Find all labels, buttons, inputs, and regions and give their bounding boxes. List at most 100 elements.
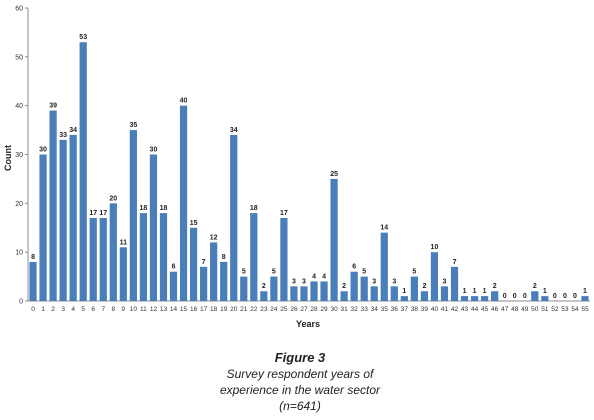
bar bbox=[541, 296, 549, 301]
data-label: 12 bbox=[210, 234, 218, 241]
bar bbox=[129, 130, 137, 301]
x-tick-label: 28 bbox=[310, 306, 318, 313]
bar bbox=[29, 261, 37, 301]
data-label: 34 bbox=[230, 127, 238, 134]
data-label: 1 bbox=[483, 288, 487, 295]
bar bbox=[280, 217, 288, 301]
bar bbox=[370, 286, 378, 301]
y-axis-title: Count bbox=[3, 145, 13, 171]
data-label: 2 bbox=[262, 283, 266, 290]
data-label: 5 bbox=[242, 269, 246, 276]
data-label: 3 bbox=[292, 278, 296, 285]
x-tick-label: 9 bbox=[122, 306, 126, 313]
bar bbox=[49, 110, 57, 301]
x-tick-label: 31 bbox=[341, 306, 349, 313]
data-label: 30 bbox=[39, 147, 47, 154]
data-label: 1 bbox=[402, 288, 406, 295]
x-tick-label: 6 bbox=[91, 306, 95, 313]
x-tick-label: 25 bbox=[280, 306, 288, 313]
bar bbox=[531, 291, 539, 301]
bar bbox=[470, 296, 479, 301]
data-label: 0 bbox=[503, 293, 507, 300]
x-tick-label: 8 bbox=[111, 306, 115, 313]
data-label: 3 bbox=[443, 278, 447, 285]
x-tick-label: 24 bbox=[270, 306, 278, 313]
bar bbox=[240, 276, 248, 301]
bar bbox=[79, 42, 87, 301]
data-label: 1 bbox=[463, 288, 467, 295]
bar bbox=[310, 281, 318, 301]
caption-line-1: Survey respondent years of bbox=[226, 367, 374, 381]
bar bbox=[340, 291, 348, 301]
data-label: 2 bbox=[493, 283, 497, 290]
bar bbox=[330, 178, 338, 301]
bar bbox=[210, 242, 218, 301]
bar bbox=[491, 291, 499, 301]
x-tick-label: 45 bbox=[481, 306, 489, 313]
data-label: 7 bbox=[453, 259, 457, 266]
bar bbox=[109, 203, 117, 301]
x-tick-label: 50 bbox=[531, 306, 539, 313]
x-tick-label: 26 bbox=[290, 306, 298, 313]
data-label: 0 bbox=[513, 293, 517, 300]
bar bbox=[139, 213, 148, 301]
bar bbox=[380, 232, 388, 301]
data-label: 0 bbox=[553, 293, 557, 300]
figure-label: Figure 3 bbox=[274, 350, 326, 365]
caption-line-3: (n=641) bbox=[279, 399, 321, 413]
x-tick-label: 7 bbox=[101, 306, 105, 313]
data-label: 11 bbox=[120, 239, 128, 246]
data-label: 7 bbox=[202, 259, 206, 266]
data-label: 25 bbox=[330, 171, 338, 178]
bar bbox=[89, 217, 97, 301]
x-tick-label: 39 bbox=[421, 306, 429, 313]
bar bbox=[360, 276, 368, 301]
x-tick-label: 11 bbox=[140, 306, 147, 313]
data-label: 3 bbox=[302, 278, 306, 285]
data-label: 30 bbox=[150, 147, 158, 154]
data-label: 6 bbox=[352, 264, 356, 271]
y-tick-label: 50 bbox=[15, 54, 23, 61]
data-label: 18 bbox=[140, 205, 148, 212]
data-label: 1 bbox=[473, 288, 477, 295]
x-tick-label: 37 bbox=[401, 306, 409, 313]
y-tick-label: 10 bbox=[15, 250, 23, 257]
data-label: 10 bbox=[431, 244, 439, 251]
x-tick-label: 29 bbox=[320, 306, 328, 313]
bar bbox=[69, 134, 77, 301]
x-tick-label: 12 bbox=[150, 306, 158, 313]
data-label: 5 bbox=[362, 269, 366, 276]
x-tick-label: 48 bbox=[511, 306, 519, 313]
x-tick-label: 55 bbox=[581, 306, 589, 313]
bar bbox=[119, 247, 127, 301]
x-tick-label: 15 bbox=[180, 306, 188, 313]
x-tick-label: 42 bbox=[451, 306, 459, 313]
bar bbox=[220, 261, 228, 301]
x-tick-label: 5 bbox=[81, 306, 85, 313]
x-tick-label: 16 bbox=[190, 306, 198, 313]
x-tick-label: 47 bbox=[501, 306, 509, 313]
bar bbox=[410, 276, 418, 301]
data-label: 2 bbox=[533, 283, 537, 290]
x-tick-label: 40 bbox=[431, 306, 439, 313]
x-tick-label: 2 bbox=[51, 306, 55, 313]
data-label: 39 bbox=[49, 103, 57, 110]
bar bbox=[320, 281, 328, 301]
x-axis: 0 1 2 3 4 5 6 7 8 9 10 11 12 13 14 15 16 17 18 19 20 21 22 23 24… bbox=[28, 300, 590, 313]
x-tick-label: 0 bbox=[31, 306, 35, 313]
bar bbox=[230, 134, 238, 301]
data-label: 5 bbox=[272, 269, 276, 276]
x-tick-label: 36 bbox=[391, 306, 399, 313]
data-label: 34 bbox=[69, 127, 77, 134]
x-tick-label: 46 bbox=[491, 306, 499, 313]
bar bbox=[300, 286, 308, 301]
x-tick-label: 4 bbox=[71, 306, 75, 313]
data-label: 1 bbox=[583, 288, 587, 295]
bar bbox=[420, 291, 429, 301]
bar bbox=[390, 286, 398, 301]
x-tick-label: 17 bbox=[200, 306, 208, 313]
data-label: 6 bbox=[172, 264, 176, 271]
bar bbox=[270, 276, 278, 301]
data-label: 2 bbox=[342, 283, 346, 290]
